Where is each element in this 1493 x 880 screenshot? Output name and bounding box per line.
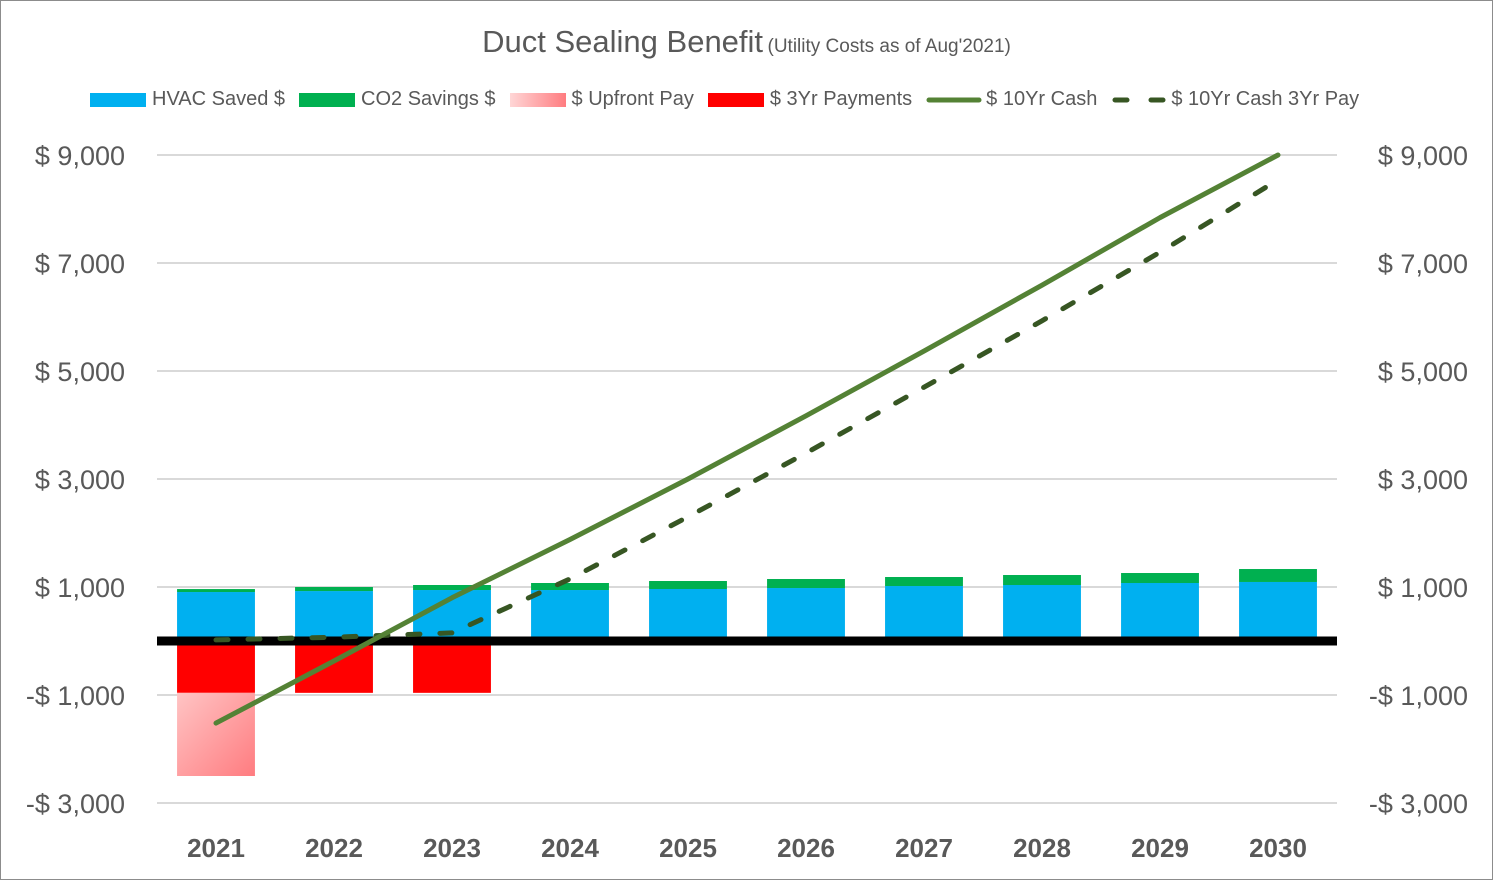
legend-label-10yr-cash-3yr-pay: $ 10Yr Cash 3Yr Pay [1171, 88, 1360, 110]
legend-item-hvac[interactable]: HVAC Saved $ [90, 88, 285, 111]
legend-swatch-hvac [90, 92, 146, 107]
bar-co2-savings [295, 587, 373, 592]
y-tick-label-left: $ 1,000 [35, 573, 125, 603]
legend-item-10yr-cash-3yr-pay[interactable]: $ 10Yr Cash 3Yr Pay [1111, 88, 1359, 111]
y-tick-label-left: $ 5,000 [35, 357, 125, 387]
bar-co2-savings [885, 577, 963, 587]
bar-hvac-saved [1003, 585, 1081, 641]
y-tick-label-right: $ 5,000 [1378, 357, 1468, 387]
legend-swatch-10yr-cash-3yr-pay [1112, 97, 1166, 102]
bar-co2-savings [177, 589, 255, 593]
y-tick-label-right: -$ 3,000 [1369, 789, 1468, 819]
legend-label-10yr-cash: $ 10Yr Cash [986, 88, 1098, 110]
line-10yr-cash-3yr-pay [213, 177, 1281, 643]
y-tick-label-right: $ 9,000 [1378, 141, 1468, 171]
x-tick-label: 2022 [305, 833, 363, 863]
legend-item-co2[interactable]: CO2 Savings $ [299, 88, 496, 111]
legend-label-upfront: $ Upfront Pay [571, 88, 694, 110]
x-tick-label: 2029 [1131, 833, 1189, 863]
legend-swatch-3yr-payments [707, 92, 764, 107]
x-tick-label: 2024 [541, 833, 599, 863]
bar-hvac-saved [767, 588, 845, 641]
bar-hvac-saved [649, 588, 727, 641]
bar-hvac-saved [177, 592, 255, 641]
bar-co2-savings [531, 583, 609, 591]
x-tick-label: 2025 [659, 833, 717, 863]
bar-co2-savings [767, 579, 845, 589]
y-tick-label-right: -$ 1,000 [1369, 681, 1468, 711]
bar-co2-savings [649, 581, 727, 589]
bar-3yr-payments [413, 641, 491, 693]
bar-hvac-saved [1121, 583, 1199, 641]
x-tick-label: 2021 [187, 833, 245, 863]
bar-3yr-payments [177, 641, 255, 693]
y-tick-label-right: $ 3,000 [1378, 465, 1468, 495]
bar-hvac-saved [1239, 581, 1317, 641]
y-tick-label-left: $ 3,000 [35, 465, 125, 495]
bar-upfront-pay [177, 692, 255, 776]
chart-title-main: Duct Sealing Benefit [482, 24, 764, 59]
chart-title: Duct Sealing Benefit (Utility Costs as o… [0, 24, 1493, 60]
line-10yr-cash [213, 152, 1281, 726]
bar-co2-savings [1003, 575, 1081, 586]
x-tick-label: 2023 [423, 833, 481, 863]
chart-subtitle: (Utility Costs as of Aug'2021) [767, 36, 1011, 57]
legend-item-upfront[interactable]: $ Upfront Pay [509, 88, 694, 111]
legend-label-hvac: HVAC Saved $ [152, 88, 286, 110]
y-tick-label-left: $ 7,000 [35, 249, 125, 279]
legend-swatch-co2 [299, 92, 356, 107]
y-tick-label-left: -$ 3,000 [26, 789, 125, 819]
y-tick-label-left: -$ 1,000 [26, 681, 125, 711]
legend: HVAC Saved $ CO2 Savings $ $ Upfront Pay… [90, 88, 1373, 111]
bar-co2-savings [1239, 569, 1317, 582]
legend-label-3yr-payments: $ 3Yr Payments [769, 88, 913, 110]
legend-label-co2: CO2 Savings $ [361, 88, 496, 110]
x-tick-label: 2027 [895, 833, 953, 863]
x-tick-label: 2030 [1249, 833, 1307, 863]
y-tick-label-left: $ 9,000 [35, 141, 125, 171]
y-tick-label-right: $ 7,000 [1378, 249, 1468, 279]
bar-hvac-saved [885, 586, 963, 641]
x-tick-label: 2028 [1013, 833, 1071, 863]
x-tick-label: 2026 [777, 833, 835, 863]
legend-swatch-10yr-cash [926, 97, 982, 102]
bar-hvac-saved [531, 590, 609, 641]
legend-item-3yr-payments[interactable]: $ 3Yr Payments [707, 88, 913, 111]
bar-co2-savings [1121, 573, 1199, 584]
legend-swatch-upfront [509, 92, 566, 107]
bar-hvac-saved [295, 591, 373, 641]
bar-co2-savings [413, 585, 491, 591]
legend-item-10yr-cash[interactable]: $ 10Yr Cash [926, 88, 1097, 111]
y-tick-label-right: $ 1,000 [1378, 573, 1468, 603]
